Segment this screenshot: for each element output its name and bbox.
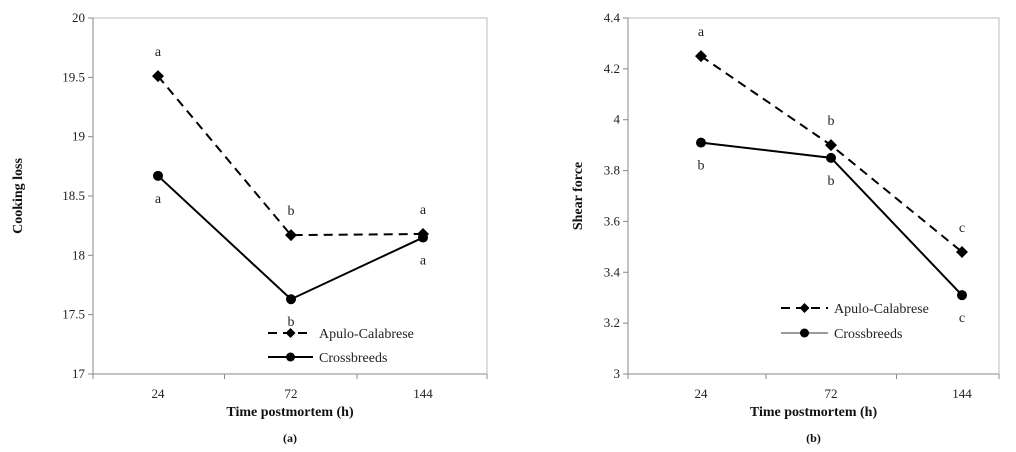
significance-letter: b: [698, 159, 705, 174]
significance-letter: a: [155, 192, 162, 207]
series-apulo-calabrese: a b a: [152, 45, 429, 242]
panel-label: (b): [806, 431, 821, 445]
y-tick-label: 18: [72, 247, 85, 262]
y-axis-title: Cooking loss: [11, 158, 26, 234]
y-tick-label: 3.4: [604, 264, 621, 279]
x-tick-label: 24: [695, 386, 709, 401]
panel-label: (a): [283, 431, 297, 445]
x-axis-title: Time postmortem (h): [750, 405, 878, 420]
significance-letter: b: [828, 174, 835, 189]
data-point-circle: [957, 290, 967, 301]
y-tick-label: 18.5: [62, 188, 85, 203]
significance-letter: a: [420, 254, 427, 269]
data-point-circle: [153, 170, 163, 181]
y-tick-label: 4.2: [604, 61, 620, 76]
significance-letter: b: [288, 204, 295, 219]
plot-frame: [627, 17, 1000, 375]
significance-letter: a: [698, 25, 705, 40]
legend-marker-circle: [800, 328, 809, 338]
y-tick-label: 4.4: [604, 10, 621, 25]
chart-panel-a: 17 17.5 18 18.5 19 19.5 20 24 72 144 Time postmort…: [11, 10, 488, 445]
y-tick-label: 3: [614, 366, 621, 381]
data-point-circle: [418, 232, 428, 243]
data-point-diamond: [956, 245, 968, 258]
y-tick-label: 17: [72, 366, 86, 381]
data-point-diamond: [825, 139, 837, 152]
significance-letter: b: [828, 114, 835, 129]
data-point-circle: [826, 152, 836, 163]
x-tick-label: 24: [152, 386, 166, 401]
legend: Apulo-Calabrese Crossbreeds: [781, 302, 929, 342]
x-tick-label: 144: [952, 386, 972, 401]
x-tick-label: 72: [825, 386, 838, 401]
x-tick-label: 144: [413, 386, 433, 401]
legend-label: Apulo-Calabrese: [319, 327, 414, 342]
y-axis-title: Shear force: [571, 162, 586, 230]
y-tick-label: 19.5: [62, 69, 85, 84]
y-tick-label: 4: [614, 112, 621, 127]
legend-marker-diamond: [285, 328, 296, 338]
significance-letter: a: [155, 45, 162, 60]
legend: Apulo-Calabrese Crossbreeds: [268, 327, 414, 366]
chart-panel-b: 3 3.2 3.4 3.6 3.8 4 4.2 4.4 24 72 144 Time postmort…: [571, 10, 1000, 445]
data-point-diamond: [285, 229, 297, 242]
data-point-diamond: [152, 70, 164, 83]
significance-letter: c: [959, 311, 965, 326]
y-tick-label: 20: [72, 10, 85, 25]
x-axis-title: Time postmortem (h): [226, 405, 354, 420]
significance-letter: b: [288, 315, 295, 330]
y-tick-label: 3.6: [604, 213, 621, 228]
legend-marker-diamond: [799, 303, 810, 313]
y-tick-label: 3.2: [604, 315, 620, 330]
data-point-circle: [696, 137, 706, 148]
y-tick-label: 19: [72, 129, 85, 144]
legend-marker-circle: [286, 352, 295, 362]
series-crossbreeds: a b a: [153, 170, 428, 330]
series-crossbreeds: b b c: [696, 137, 967, 326]
legend-label: Apulo-Calabrese: [834, 302, 929, 317]
y-tick-label: 3.8: [604, 163, 620, 178]
data-point-diamond: [695, 50, 707, 63]
significance-letter: a: [420, 203, 427, 218]
data-point-circle: [286, 294, 296, 305]
legend-label: Crossbreeds: [834, 327, 902, 342]
significance-letter: c: [959, 221, 965, 236]
x-tick-label: 72: [285, 386, 298, 401]
y-tick-label: 17.5: [62, 307, 85, 322]
series-apulo-calabrese: a b c: [695, 25, 968, 258]
legend-label: Crossbreeds: [319, 351, 387, 366]
